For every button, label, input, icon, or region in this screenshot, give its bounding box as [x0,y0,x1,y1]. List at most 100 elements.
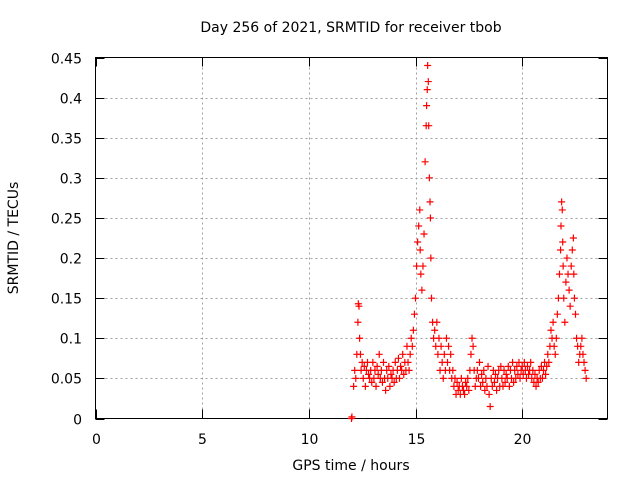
data-point [394,354,402,362]
data-point [423,86,431,94]
data-point [380,358,387,366]
data-point [505,382,513,390]
data-point [415,222,423,230]
data-point [382,386,390,394]
data-point [579,350,587,358]
data-point [396,374,403,382]
tick-labels: 0 0.05 0.1 0.15 0.2 0.25 0.3 0.35 0.4 0.45 0 5 10 15 2… [51,52,532,449]
data-point [369,358,377,366]
data-point [368,378,376,386]
data-point [561,318,569,326]
data-point [427,254,435,262]
data-point [447,350,455,358]
data-point [504,362,512,370]
data-point [479,378,487,386]
data-point [500,366,508,374]
data-point [481,386,489,394]
data-point [465,386,473,394]
data-point [404,358,412,366]
data-point [468,334,476,342]
x-tick-label: 15 [408,432,426,448]
data-point [543,362,551,370]
data-point [488,382,496,390]
data-point [531,370,539,378]
data-point [557,222,565,230]
data-point [570,294,578,302]
data-point [361,382,369,390]
data-point [580,358,588,366]
data-point [559,238,567,246]
data-point [550,342,558,350]
data-point [557,246,565,254]
data-point [356,334,364,342]
data-point [532,382,540,390]
data-point [476,358,483,366]
data-point [437,342,445,350]
data-point [421,158,429,166]
chart-title: Day 256 of 2021, SRMTID for receiver tbo… [200,20,501,36]
x-tick-label: 0 [92,432,101,448]
data-point [408,342,416,350]
data-point [359,374,367,382]
y-tick-label: 0 [73,413,82,429]
data-point [386,382,394,390]
data-point [572,310,579,318]
data-point [375,350,383,358]
data-point [399,350,407,358]
y-tick-label: 0.3 [60,172,82,188]
data-point [567,262,575,270]
data-point [350,382,358,390]
data-point [354,318,362,326]
data-point [410,310,418,318]
y-tick-label: 0.15 [51,292,82,308]
data-point [425,174,433,182]
data-point [391,358,399,366]
data-point [558,206,566,214]
x-tick-label: 5 [198,432,207,448]
data-point [490,378,498,386]
data-point [524,362,531,370]
data-point [542,370,550,378]
data-point [360,362,368,370]
data-point [529,366,537,374]
data-point [426,198,434,206]
data-point [449,366,457,374]
data-point [442,334,450,342]
y-tick-label: 0.25 [51,212,82,228]
data-point [464,374,472,382]
data-point [545,358,553,366]
y-tick-label: 0.05 [51,372,82,388]
data-point [426,214,434,222]
y-tick-label: 0.45 [51,52,82,68]
data-point [390,378,398,386]
data-points [348,62,590,422]
data-point [556,270,563,278]
data-point [414,238,422,246]
data-point [497,362,505,370]
data-point [433,318,441,326]
data-point [538,374,546,382]
data-point [387,370,395,378]
data-point [570,270,578,278]
data-point [417,270,425,278]
data-point [493,386,501,394]
data-point [383,366,391,374]
data-point [467,350,475,358]
data-point [474,374,482,382]
data-point [439,374,447,382]
data-point [431,326,439,334]
data-point [544,350,552,358]
data-point [406,350,414,358]
data-point [511,366,519,374]
data-point [553,310,561,318]
y-tick-label: 0.35 [51,132,82,148]
data-point [413,262,421,270]
data-point [558,198,566,206]
data-point [510,378,518,386]
data-point [372,382,380,390]
data-point [509,358,517,366]
data-point [469,342,477,350]
data-point [473,366,481,374]
data-point [444,358,451,366]
data-point [516,374,524,382]
